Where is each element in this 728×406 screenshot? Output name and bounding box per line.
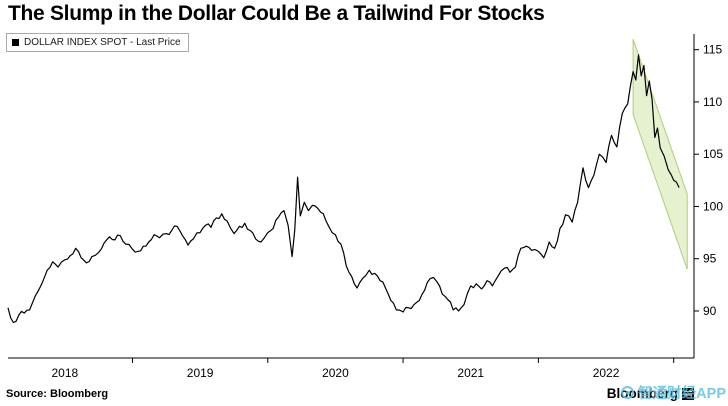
legend-label: DOLLAR INDEX SPOT - Last Price bbox=[24, 37, 181, 48]
y-tick-label: 110 bbox=[703, 95, 722, 109]
y-tick-label: 115 bbox=[703, 43, 722, 57]
y-tick-label: 95 bbox=[703, 252, 717, 266]
x-tick-label: 2021 bbox=[457, 366, 484, 380]
y-tick-label: 105 bbox=[703, 147, 723, 161]
y-tick-label: 100 bbox=[703, 199, 723, 213]
x-tick-label: 2022 bbox=[593, 366, 620, 380]
zhitong-watermark: 智通财经APP bbox=[621, 382, 726, 403]
x-tick-label: 2019 bbox=[187, 366, 214, 380]
zhitong-logo-icon bbox=[621, 386, 635, 399]
legend: DOLLAR INDEX SPOT - Last Price bbox=[6, 33, 189, 52]
y-tick-label: 90 bbox=[703, 304, 717, 318]
x-tick-label: 2020 bbox=[322, 366, 349, 380]
trend-channel-highlight bbox=[632, 39, 688, 270]
bloomberg-terminal-icon bbox=[682, 387, 694, 400]
dollar-index-price-line bbox=[7, 54, 680, 324]
x-tick-label: 2018 bbox=[51, 366, 78, 380]
legend-swatch bbox=[12, 39, 19, 46]
price-line-chart: 90 95 100 105 110 115 2018 2019 2020 2021 2022 bbox=[7, 34, 723, 380]
chart-title: The Slump in the Dollar Could Be a Tailw… bbox=[8, 2, 545, 25]
source-note: Source: Bloomberg bbox=[6, 388, 109, 400]
zhitong-watermark-label: 智通财经APP bbox=[638, 386, 726, 402]
